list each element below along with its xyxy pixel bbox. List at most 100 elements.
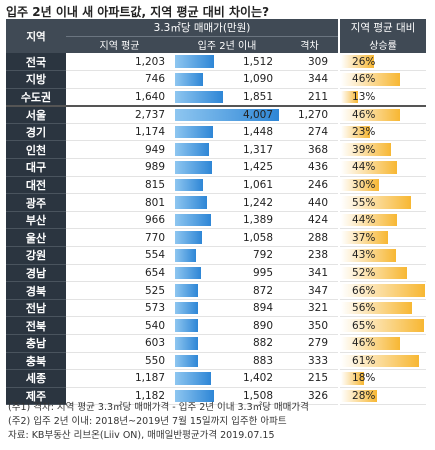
new-price-bar <box>175 125 213 139</box>
gap-cell: 341 <box>281 264 340 283</box>
table-row: 수도권 1,640 1,851 211 13% <box>6 88 427 107</box>
new-price-bar <box>175 354 198 368</box>
new-price-bar <box>175 213 212 227</box>
increase-rate-value: 46% <box>352 108 376 121</box>
table-row: 서울 2,737 4,007 1,270 46% <box>6 105 427 124</box>
gap-cell: 424 <box>281 211 340 230</box>
increase-rate-cell: 18% <box>338 369 427 388</box>
increase-rate-cell: 26% <box>338 53 427 72</box>
new-price-cell: 882 <box>173 334 281 353</box>
table-row: 광주 801 1,242 440 55% <box>6 193 427 212</box>
region-label: 서울 <box>6 105 66 124</box>
table-row: 세종 1,187 1,402 215 18% <box>6 369 427 388</box>
increase-rate-cell: 13% <box>338 88 427 107</box>
table-row: 충북 550 883 333 61% <box>6 352 427 371</box>
new-price-cell: 1,512 <box>173 53 281 72</box>
region-label: 전국 <box>6 53 66 72</box>
region-label: 경기 <box>6 123 66 142</box>
region-label: 전북 <box>6 316 66 335</box>
avg-price-cell: 1,174 <box>66 123 173 142</box>
new-price-cell: 1,851 <box>173 88 281 107</box>
new-price-value: 1,851 <box>242 90 273 103</box>
price-comparison-table: 지역 3.3㎡당 매매가(만원) 지역 평균 대비 지역 평균 입주 2년 이내… <box>6 19 427 406</box>
gap-cell: 246 <box>281 176 340 195</box>
increase-rate-bar <box>341 196 412 209</box>
increase-rate-value: 30% <box>352 178 376 191</box>
gap-cell: 326 <box>281 387 340 406</box>
table-row: 제주 1,182 1,508 326 28% <box>6 387 427 406</box>
table-row: 경기 1,174 1,448 274 23% <box>6 123 427 142</box>
region-label: 대구 <box>6 158 66 177</box>
increase-rate-value: 43% <box>352 249 376 262</box>
region-label: 경북 <box>6 281 66 300</box>
avg-price-cell: 966 <box>66 211 173 230</box>
avg-price-cell: 1,187 <box>66 369 173 388</box>
increase-rate-value: 44% <box>352 161 376 174</box>
increase-rate-bar <box>341 55 375 69</box>
table-row: 강원 554 792 238 43% <box>6 246 427 265</box>
increase-rate-cell: 46% <box>338 334 427 353</box>
gap-cell: 344 <box>281 70 340 89</box>
new-price-cell: 1,448 <box>173 123 281 142</box>
new-price-value: 1,512 <box>242 55 273 68</box>
increase-rate-bar <box>341 372 364 385</box>
increase-rate-cell: 44% <box>338 158 427 177</box>
region-label: 지방 <box>6 70 66 89</box>
increase-rate-value: 26% <box>352 55 376 68</box>
new-price-value: 1,058 <box>242 231 273 244</box>
new-price-value: 1,508 <box>242 390 273 403</box>
increase-rate-cell: 55% <box>338 193 427 212</box>
table-row: 대전 815 1,061 246 30% <box>6 176 427 195</box>
region-label: 강원 <box>6 246 66 265</box>
new-price-cell: 792 <box>173 246 281 265</box>
increase-rate-bar <box>341 231 389 245</box>
new-price-value: 4,007 <box>242 108 273 121</box>
avg-price-cell: 949 <box>66 140 173 160</box>
increase-rate-bar <box>341 284 426 297</box>
region-label: 대전 <box>6 176 66 195</box>
table-row: 인천 949 1,317 368 39% <box>6 140 427 160</box>
increase-rate-value: 13% <box>352 90 376 103</box>
increase-rate-cell: 23% <box>338 123 427 142</box>
gap-cell: 440 <box>281 193 340 212</box>
avg-price-cell: 801 <box>66 193 173 212</box>
region-label: 충남 <box>6 334 66 353</box>
avg-price-cell: 603 <box>66 334 173 353</box>
new-price-value: 890 <box>252 319 273 332</box>
increase-rate-value: 18% <box>352 372 376 385</box>
header-new: 입주 2년 이내 <box>173 36 281 53</box>
increase-rate-cell: 39% <box>338 140 427 160</box>
new-price-cell: 883 <box>173 352 281 371</box>
header-ratio-line1: 지역 평균 대비 <box>338 19 427 36</box>
increase-rate-value: 66% <box>352 284 376 297</box>
increase-rate-cell: 44% <box>338 211 427 230</box>
header-avg: 지역 평균 <box>66 36 173 53</box>
gap-cell: 436 <box>281 158 340 177</box>
increase-rate-cell: 43% <box>338 246 427 265</box>
increase-rate-value: 65% <box>352 319 376 332</box>
region-label: 경남 <box>6 264 66 283</box>
new-price-bar <box>175 266 201 280</box>
increase-rate-value: 56% <box>352 302 376 315</box>
increase-rate-cell: 30% <box>338 176 427 195</box>
new-price-cell: 1,402 <box>173 369 281 388</box>
new-price-bar <box>175 319 199 332</box>
new-price-bar <box>175 337 198 350</box>
table-row: 경남 654 995 341 52% <box>6 264 427 283</box>
gap-cell: 274 <box>281 123 340 142</box>
table-row: 충남 603 882 279 46% <box>6 334 427 353</box>
region-label: 전남 <box>6 299 66 318</box>
new-price-value: 1,317 <box>242 143 273 156</box>
footnote-source: 자료: KB부동산 리브온(Liiv ON), 매매일반평균가격 2019.07… <box>8 430 275 441</box>
new-price-cell: 1,090 <box>173 70 281 89</box>
increase-rate-cell: 37% <box>338 228 427 248</box>
increase-rate-value: 44% <box>352 214 376 227</box>
new-price-bar <box>175 284 198 297</box>
new-price-value: 894 <box>252 302 273 315</box>
table-row: 지방 746 1,090 344 46% <box>6 70 427 89</box>
gap-cell: 368 <box>281 140 340 160</box>
increase-rate-bar <box>341 249 396 262</box>
increase-rate-cell: 56% <box>338 299 427 318</box>
increase-rate-bar <box>341 178 380 192</box>
increase-rate-bar <box>341 301 413 315</box>
